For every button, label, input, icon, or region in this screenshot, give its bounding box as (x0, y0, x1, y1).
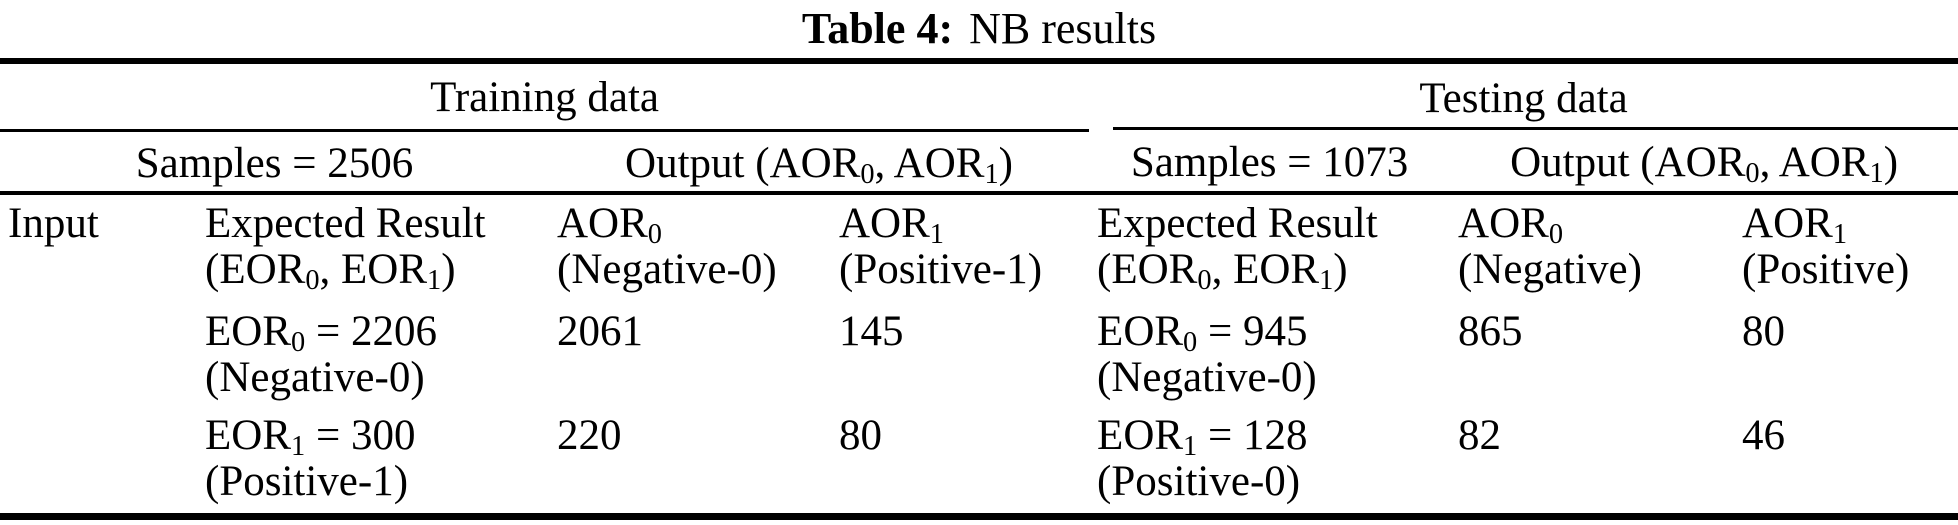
testing-samples-label: Samples = 1073 (1130, 139, 1409, 186)
training-group-label: Training data (430, 74, 659, 122)
training-aor0-line2: (Negative-0) (557, 246, 777, 293)
testing-aor0-value: 865 (1458, 308, 1523, 355)
testing-group-label: Testing data (1419, 75, 1628, 122)
testing-aor1-value: 46 (1742, 412, 1786, 459)
training-expected-value-line1: EOR1 = 300 (205, 412, 416, 463)
training-aor1-column-header: AOR1 (Positive-1) (831, 193, 1089, 309)
testing-aor0-line2: (Negative) (1458, 246, 1642, 293)
training-group-header: Training data (0, 61, 1090, 132)
testing-output-label: Output (AOR0, AOR1) (1510, 139, 1899, 190)
testing-aor0-value: 82 (1458, 412, 1502, 459)
training-expected-cell: EOR0 = 2206 (Negative-0) (197, 309, 549, 413)
testing-expected-line1: Expected Result (1097, 200, 1378, 247)
input-cell-empty (0, 413, 197, 517)
table-title-caption: NB results (969, 4, 1157, 53)
training-aor1-value: 145 (839, 308, 904, 355)
testing-expected-line2: (EOR0, EOR1) (1097, 246, 1348, 297)
training-aor1-line1: AOR1 (839, 200, 944, 251)
testing-expected-value-line1: EOR1 = 128 (1097, 412, 1308, 463)
table-row: EOR1 = 300 (Positive-1) 220 80 EOR1 = 12… (0, 413, 1958, 517)
testing-group-header: Testing data (1089, 61, 1958, 130)
testing-samples-header: Samples = 1073 (1089, 130, 1451, 195)
testing-group-rule (1113, 127, 1958, 130)
training-output-label: Output (AOR0, AOR1) (625, 139, 1013, 190)
training-expected-line1: Expected Result (205, 200, 486, 247)
table-title-label: Table 4: (801, 4, 954, 53)
input-cell-empty (0, 309, 197, 413)
table-title: Table 4: NB results (0, 0, 1958, 58)
training-aor0-value: 220 (557, 412, 622, 459)
testing-expected-cell: EOR0 = 945 (Negative-0) (1089, 309, 1450, 413)
samples-output-row: Samples = 2506 Output (AOR0, AOR1) Sampl… (0, 130, 1958, 195)
training-aor1-value: 80 (839, 412, 882, 459)
training-expected-value-line1: EOR0 = 2206 (205, 308, 437, 359)
testing-aor1-value: 80 (1742, 308, 1786, 355)
training-expected-cell: EOR1 = 300 (Positive-1) (197, 413, 549, 517)
nb-results-table: Training data Testing data Samples = 250… (0, 58, 1958, 520)
testing-expected-cell: EOR1 = 128 (Positive-0) (1089, 413, 1450, 517)
testing-aor0-line1: AOR0 (1458, 200, 1564, 251)
training-expected-value-line2: (Positive-1) (205, 458, 409, 505)
training-aor0-line1: AOR0 (557, 200, 662, 251)
table-row: EOR0 = 2206 (Negative-0) 2061 145 EOR0 =… (0, 309, 1958, 413)
training-aor0-column-header: AOR0 (Negative-0) (549, 193, 831, 309)
testing-expected-value-line2: (Negative-0) (1097, 354, 1317, 401)
column-header-row: Input Expected Result (EOR0, EOR1) AOR0 … (0, 193, 1958, 309)
testing-aor1-line2: (Positive) (1742, 246, 1910, 293)
training-samples-header: Samples = 2506 (0, 130, 549, 195)
training-output-header: Output (AOR0, AOR1) (549, 130, 1090, 195)
testing-aor1-column-header: AOR1 (Positive) (1734, 193, 1958, 309)
training-expected-column-header: Expected Result (EOR0, EOR1) (197, 193, 549, 309)
training-expected-value-line2: (Negative-0) (205, 354, 425, 401)
training-aor1-line2: (Positive-1) (839, 246, 1043, 293)
training-expected-line2: (EOR0, EOR1) (205, 246, 456, 297)
testing-expected-value-line1: EOR0 = 945 (1097, 308, 1308, 359)
testing-output-header: Output (AOR0, AOR1) (1450, 130, 1958, 195)
group-header-row: Training data Testing data (0, 61, 1958, 132)
input-column-header: Input (8, 200, 99, 247)
training-samples-label: Samples = 2506 (135, 139, 414, 187)
training-aor0-value: 2061 (557, 308, 643, 355)
testing-expected-value-line2: (Positive-0) (1097, 458, 1301, 505)
testing-aor0-column-header: AOR0 (Negative) (1450, 193, 1734, 309)
testing-aor1-line1: AOR1 (1742, 200, 1848, 251)
testing-expected-column-header: Expected Result (EOR0, EOR1) (1089, 193, 1450, 309)
